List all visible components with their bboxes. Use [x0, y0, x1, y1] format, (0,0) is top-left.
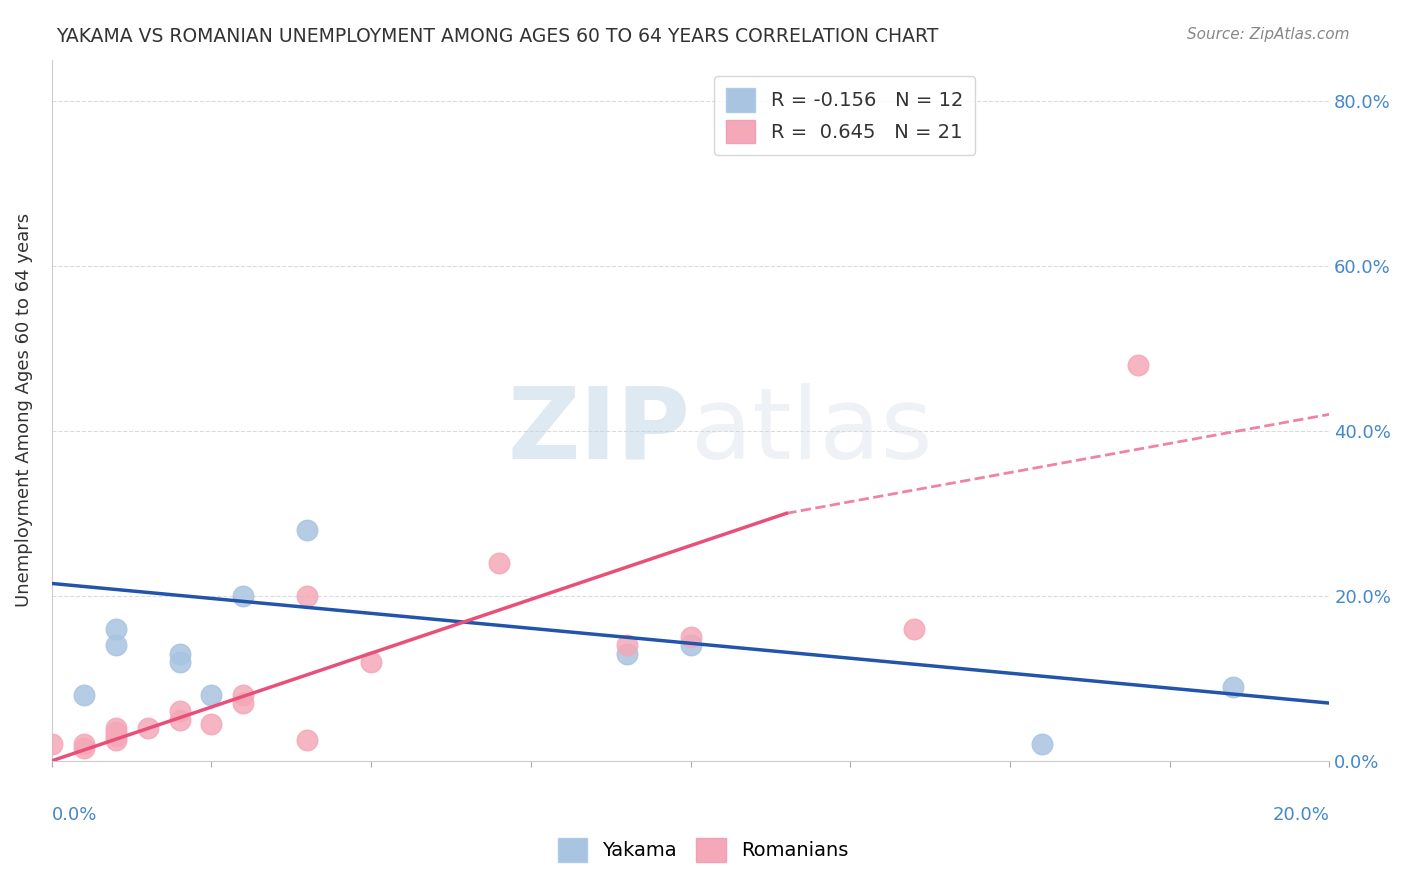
Point: [297, 589, 319, 603]
Point: [104, 622, 127, 636]
Point: [169, 704, 191, 718]
Point: [360, 655, 382, 669]
Point: [104, 725, 127, 739]
Point: [104, 638, 127, 652]
Point: [73, 741, 96, 756]
Legend: Yakama, Romanians: Yakama, Romanians: [546, 826, 860, 873]
Point: [903, 622, 925, 636]
Text: 0.0%: 0.0%: [52, 806, 97, 824]
Point: [169, 655, 191, 669]
Point: [297, 733, 319, 747]
Text: atlas: atlas: [690, 383, 932, 480]
Point: [679, 638, 702, 652]
Point: [1126, 358, 1149, 372]
Point: [136, 721, 159, 735]
Text: YAKAMA VS ROMANIAN UNEMPLOYMENT AMONG AGES 60 TO 64 YEARS CORRELATION CHART: YAKAMA VS ROMANIAN UNEMPLOYMENT AMONG AG…: [56, 27, 939, 45]
Point: [232, 589, 254, 603]
Point: [679, 630, 702, 644]
Point: [488, 556, 510, 570]
Point: [297, 523, 319, 537]
Legend: R = -0.156   N = 12, R =  0.645   N = 21: R = -0.156 N = 12, R = 0.645 N = 21: [714, 77, 974, 155]
Point: [73, 737, 96, 751]
Point: [200, 716, 222, 731]
Point: [169, 713, 191, 727]
Point: [616, 638, 638, 652]
Point: [232, 696, 254, 710]
Point: [104, 729, 127, 743]
Text: Source: ZipAtlas.com: Source: ZipAtlas.com: [1187, 27, 1350, 42]
Point: [104, 733, 127, 747]
Point: [169, 647, 191, 661]
Point: [1031, 737, 1053, 751]
Point: [73, 688, 96, 702]
Point: [616, 647, 638, 661]
Point: [41, 737, 63, 751]
Point: [232, 688, 254, 702]
Y-axis label: Unemployment Among Ages 60 to 64 years: Unemployment Among Ages 60 to 64 years: [15, 213, 32, 607]
Point: [200, 688, 222, 702]
Text: ZIP: ZIP: [508, 383, 690, 480]
Text: 20.0%: 20.0%: [1272, 806, 1329, 824]
Point: [1222, 680, 1244, 694]
Point: [104, 721, 127, 735]
